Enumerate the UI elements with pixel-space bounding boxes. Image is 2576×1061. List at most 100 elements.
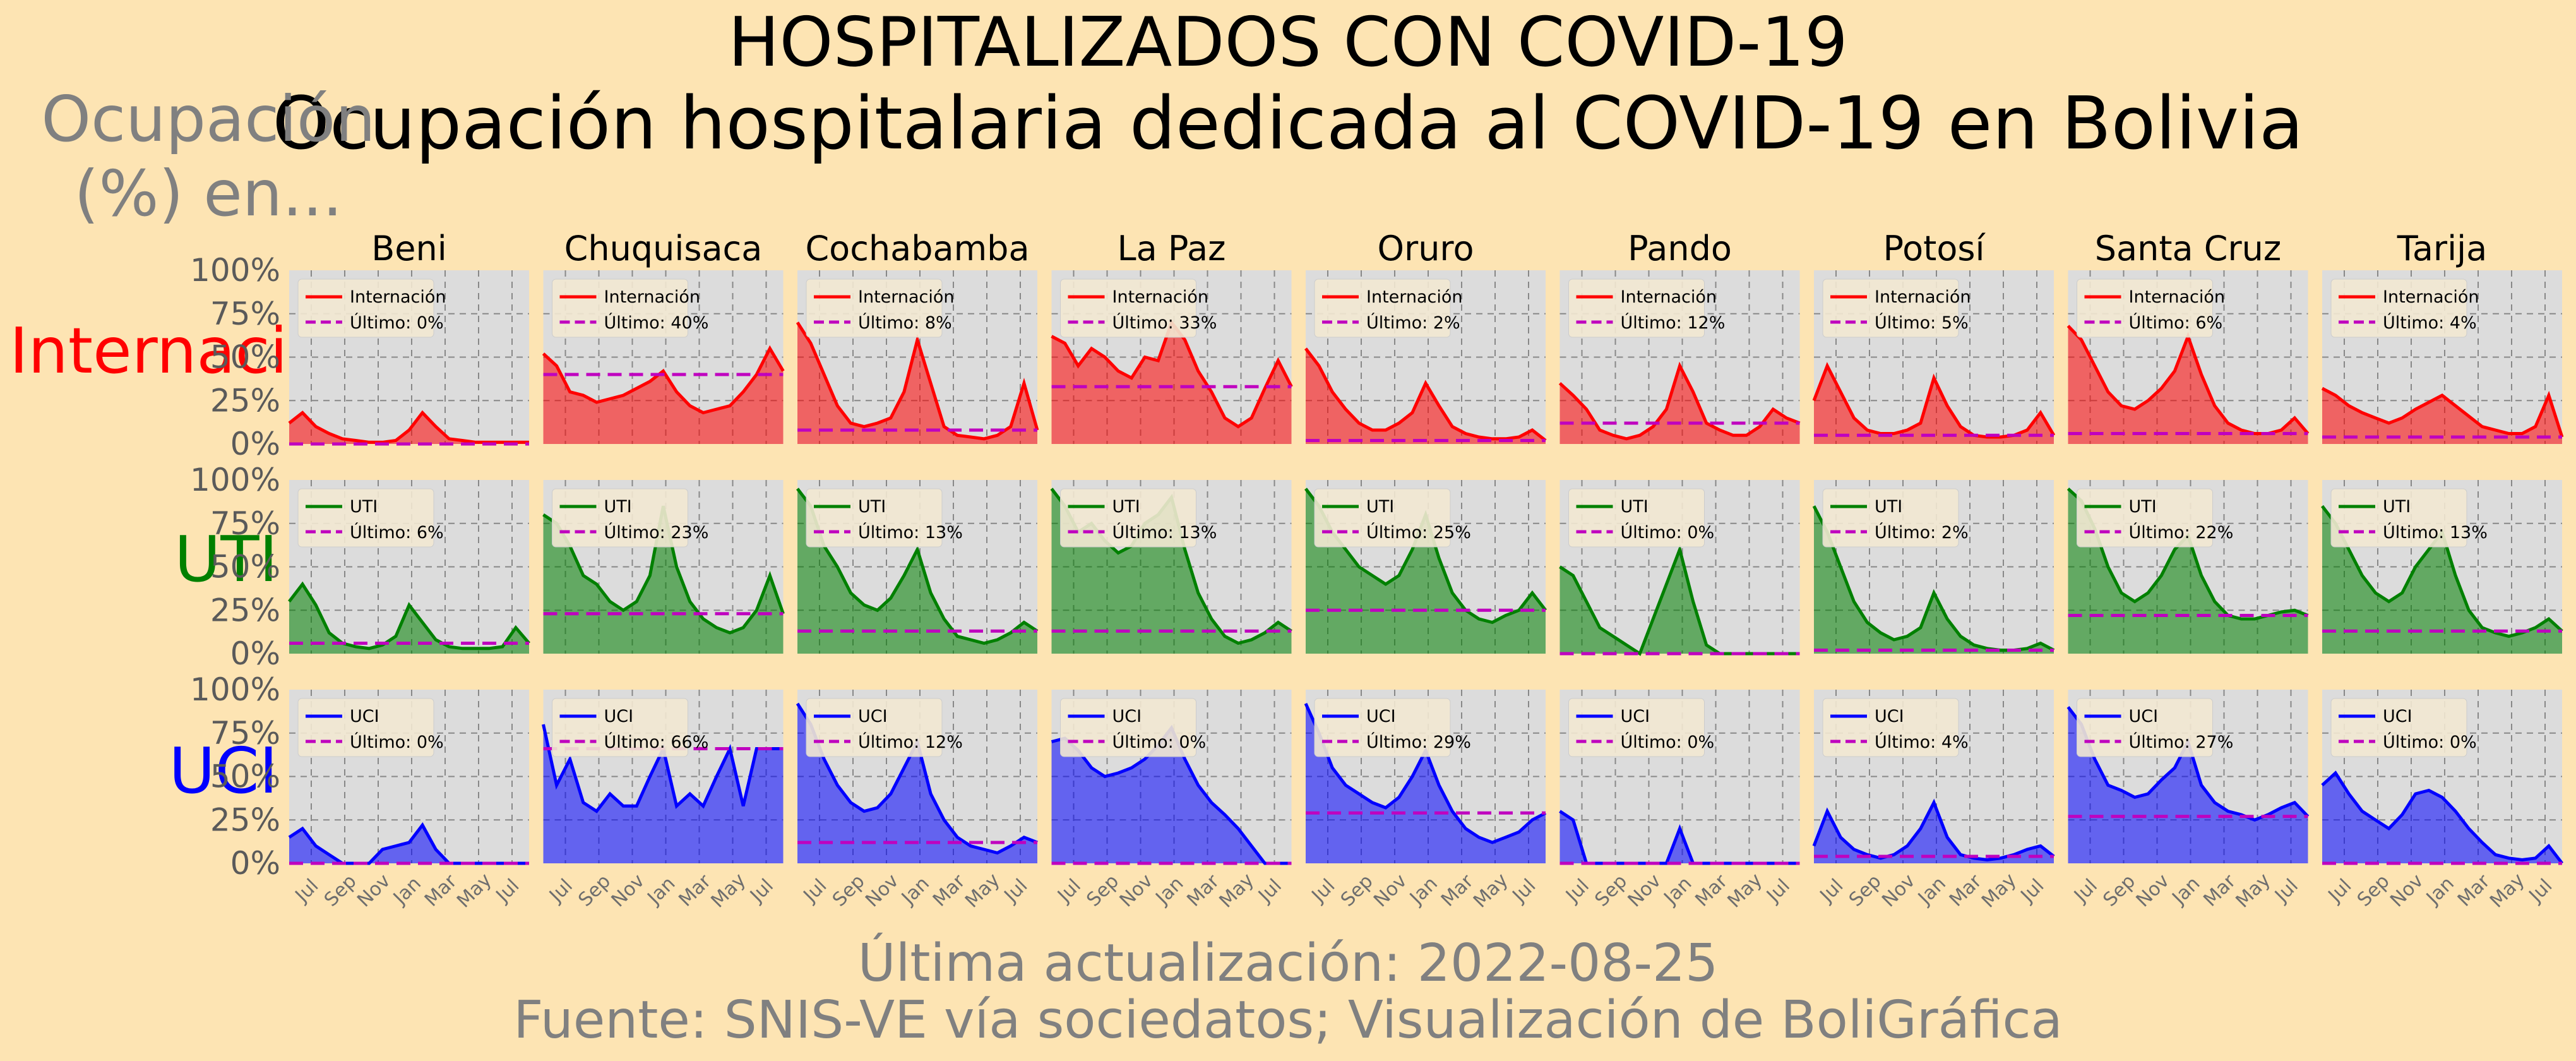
panel-1-5-legend-box [1568, 488, 1705, 548]
xtick-label: Nov [1624, 870, 1666, 911]
xtick-label: Sep [2353, 870, 2394, 911]
xtick-label: Nov [607, 870, 649, 911]
panel-2-8-legend-last-label: Último: 0% [2383, 732, 2477, 752]
panel-2-5-legend-box [1568, 698, 1705, 757]
xtick-label: May [707, 869, 750, 913]
xtick-label: Nov [1369, 870, 1411, 911]
panel-0-3-legend-box [1060, 279, 1196, 338]
panel-1-5-area [1559, 549, 1800, 654]
panel-0-7-legend-box [2077, 279, 2213, 338]
panel-1-4-legend-series-label: UTI [1366, 497, 1394, 517]
panel-1-7-legend-last-label: Último: 22% [2129, 522, 2234, 542]
panel-1-2-legend-box [806, 488, 943, 548]
chart-title: HOSPITALIZADOS CON COVID-19 [728, 3, 1848, 82]
panel-0-3-legend-last-label: Último: 33% [1112, 313, 1217, 333]
y-axis-group-title: Ocupación (%) en... [19, 82, 398, 231]
panel-0-4-area [1306, 348, 1546, 444]
panel-0-1-area [543, 348, 784, 444]
xtick-label: Mar [2199, 870, 2240, 911]
panel-2-5-legend-series-label: UCI [1621, 707, 1650, 726]
xtick-label: Jul [1307, 875, 1340, 908]
panel-0-8-area [2322, 388, 2562, 444]
xtick-label: Jul [2270, 875, 2303, 908]
panel-0-1-legend-series-label: Internación [604, 287, 701, 307]
panel-0-2-legend-last-label: Último: 8% [858, 313, 952, 333]
xtick-label: May [2486, 869, 2529, 913]
ytick-label-row0: 75% [210, 296, 280, 332]
panel-2-6-legend-last-label: Último: 4% [1875, 732, 1969, 752]
panel-1-2-line [796, 488, 1039, 645]
panel-0-8-legend-box [2330, 279, 2467, 338]
panel-2-2-legend-series-label: UCI [858, 707, 888, 726]
ytick-label-row2: 75% [210, 715, 280, 752]
ytick-label-row1: 50% [210, 549, 280, 585]
column-title: Beni [371, 229, 447, 268]
ytick-label-row1: 0% [230, 635, 280, 672]
xtick-label: Nov [1116, 870, 1157, 911]
xtick-label: Nov [2386, 870, 2428, 911]
xtick-label: Jan [1659, 873, 1696, 910]
column-title: Tarija [2397, 229, 2487, 268]
panel-1-3-area [1051, 488, 1292, 654]
panel-1-4-area [1306, 488, 1546, 654]
xtick-label: Sep [574, 870, 615, 911]
panel-2-6-legend-series-label: UCI [1875, 707, 1904, 726]
xtick-label: Nov [1878, 870, 1919, 911]
panel-0-5-area [1559, 366, 1800, 444]
panel-1-3-legend-series-label: UTI [1112, 497, 1140, 517]
panel-2-0-legend-box [297, 698, 434, 757]
panel-2-3-area [1051, 728, 1292, 863]
xtick-label: Jul [1253, 875, 1286, 908]
panel-0-8-line [2321, 387, 2564, 438]
panel-2-3-legend-box [1060, 698, 1196, 757]
ytick-label-row1: 100% [190, 462, 280, 498]
xtick-label: May [1723, 869, 1767, 913]
xtick-label: Jan [1405, 873, 1442, 910]
panel-1-7-legend-box [2077, 488, 2213, 548]
panel-0-6-area [1814, 366, 2054, 444]
xtick-label: Jul [2524, 875, 2557, 908]
panel-1-1-legend-series-label: UTI [604, 497, 632, 517]
xtick-label: Jan [1151, 873, 1188, 910]
panel-2-8-legend-box [2330, 698, 2467, 757]
xtick-label: Nov [861, 870, 903, 911]
panel-0-3-area [1051, 322, 1292, 444]
panel-0-4-legend-last-label: Último: 2% [1366, 313, 1460, 333]
panel-0-5-legend-series-label: Internación [1621, 287, 1717, 307]
xtick-label: May [1469, 869, 1513, 913]
xtick-label: Jan [1913, 873, 1950, 910]
panel-0-6-legend-last-label: Último: 5% [1875, 313, 1969, 333]
ytick-label-row0: 0% [230, 426, 280, 462]
xtick-label: Mar [674, 870, 715, 911]
panel-1-2-legend-last-label: Último: 13% [858, 522, 963, 542]
panel-0-0-legend-last-label: Último: 0% [350, 313, 444, 333]
panel-0-8-legend-last-label: Último: 4% [2383, 313, 2477, 333]
xtick-label: Jul [1508, 875, 1541, 908]
panel-2-2-legend-last-label: Último: 12% [858, 732, 963, 752]
xtick-label: Jul [799, 875, 832, 908]
panel-0-5-legend-box [1568, 279, 1705, 338]
xtick-label: May [2231, 869, 2275, 913]
panel-2-3-legend-series-label: UCI [1112, 707, 1142, 726]
panel-2-8-line [2321, 770, 2563, 865]
y-axis-group-title-line1: Ocupación [41, 82, 376, 156]
xtick-label: Mar [1691, 870, 1732, 911]
panel-1-5-legend-last-label: Último: 0% [1621, 522, 1715, 542]
panel-1-0-legend-last-label: Último: 6% [350, 522, 444, 542]
panel-1-8-legend-last-label: Último: 13% [2383, 522, 2488, 542]
xtick-label: May [453, 869, 496, 913]
xtick-label: Nov [353, 870, 395, 911]
xtick-label: Jan [2168, 873, 2205, 910]
chart-subtitle: Ocupación hospitalaria dedicada al COVID… [272, 81, 2304, 166]
ytick-label-row2: 0% [230, 845, 280, 882]
panel-2-8-area [2322, 773, 2562, 863]
panel-2-4-legend-series-label: UCI [1366, 707, 1396, 726]
column-title: Chuquisaca [564, 229, 763, 268]
xtick-label: Mar [929, 870, 970, 911]
panel-2-1-legend-box [552, 698, 688, 757]
panel-0-2-legend-box [806, 279, 943, 338]
ytick-label-row0: 25% [210, 382, 280, 419]
panel-1-0-legend-series-label: UTI [350, 497, 378, 517]
panel-1-8-area [2322, 506, 2562, 654]
